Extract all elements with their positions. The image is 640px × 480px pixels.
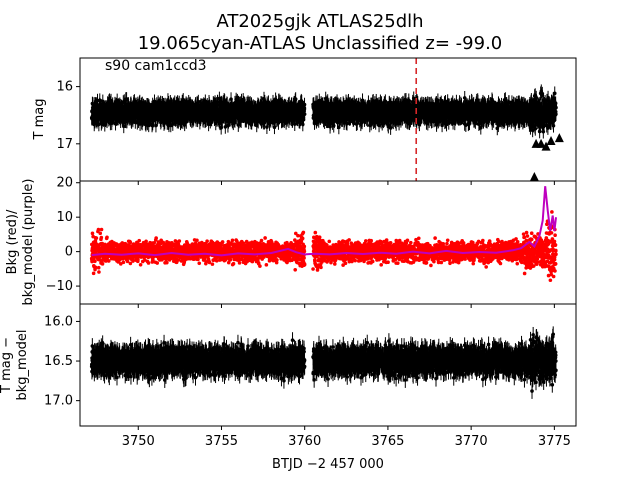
data-point bbox=[265, 125, 269, 129]
data-point bbox=[303, 112, 307, 116]
chart-title-line2: 19.065cyan-ATLAS Unclassified z= -99.0 bbox=[138, 33, 503, 54]
data-point bbox=[303, 103, 307, 107]
data-point bbox=[332, 124, 336, 128]
data-point bbox=[301, 123, 305, 127]
chart-title-line1: AT2025gjk ATLAS25dlh bbox=[216, 11, 423, 32]
